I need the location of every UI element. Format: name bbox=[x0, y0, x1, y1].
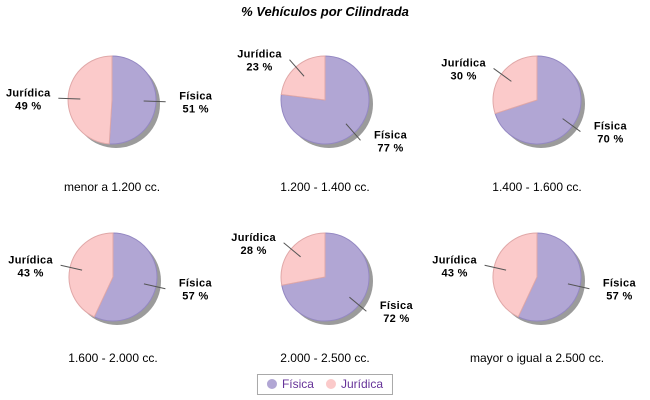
slice-pct-label: 43 % bbox=[17, 267, 43, 279]
slice-name-label: Jurídica bbox=[231, 232, 276, 244]
label-leader-line bbox=[283, 242, 301, 258]
label-leader-line bbox=[345, 123, 361, 141]
label-leader-line bbox=[143, 100, 166, 103]
label-leader-line bbox=[493, 68, 512, 82]
category-label-4: 1.600 - 2.000 cc. bbox=[68, 351, 158, 365]
slice-name-label: Jurídica bbox=[237, 49, 282, 61]
slice-name-label: Física bbox=[374, 129, 408, 141]
legend-item-fisica: Física bbox=[266, 377, 314, 391]
slice-pct-label: 51 % bbox=[183, 104, 209, 116]
slice-pct-label: 43 % bbox=[441, 267, 467, 279]
category-label-2: 1.200 - 1.400 cc. bbox=[280, 180, 370, 194]
slice-name-label: Física bbox=[603, 278, 637, 290]
legend-label-juridica: Jurídica bbox=[340, 377, 384, 391]
slice-pct-label: 57 % bbox=[182, 291, 208, 303]
pie-slice-juridica bbox=[67, 55, 113, 145]
category-label-3: 1.400 - 1.600 cc. bbox=[492, 180, 582, 194]
slice-name-label: Jurídica bbox=[432, 254, 477, 266]
slice-pct-label: 72 % bbox=[383, 313, 409, 325]
slice-pct-label: 77 % bbox=[377, 142, 403, 154]
category-label-6: mayor o igual a 2.500 cc. bbox=[469, 351, 605, 365]
label-leader-line bbox=[484, 264, 507, 271]
label-leader-line bbox=[289, 59, 305, 77]
label-leader-line bbox=[562, 118, 581, 132]
pie-slice-juridica bbox=[280, 55, 326, 101]
category-label-5: 2.000 - 2.500 cc. bbox=[280, 351, 370, 365]
slice-pct-label: 57 % bbox=[606, 291, 632, 303]
slice-name-label: Física bbox=[594, 121, 628, 133]
legend-label-fisica: Física bbox=[281, 377, 314, 391]
slice-name-label: Jurídica bbox=[441, 57, 486, 69]
slice-pct-label: 23 % bbox=[246, 62, 272, 74]
juridica-legend-marker-icon bbox=[325, 379, 336, 389]
fisica-legend-marker-icon bbox=[266, 379, 277, 389]
slice-name-label: Física bbox=[179, 278, 213, 290]
pie-slice-juridica bbox=[280, 232, 326, 286]
slice-pct-label: 49 % bbox=[15, 100, 41, 112]
label-leader-line bbox=[60, 264, 83, 271]
slice-pct-label: 28 % bbox=[240, 245, 266, 257]
label-leader-line bbox=[143, 283, 166, 290]
slice-name-label: Física bbox=[380, 300, 414, 312]
label-leader-line bbox=[58, 97, 81, 100]
slice-name-label: Jurídica bbox=[6, 87, 51, 99]
label-leader-line bbox=[567, 283, 590, 290]
slice-name-label: Física bbox=[179, 91, 213, 103]
legend: Física Jurídica bbox=[256, 374, 394, 395]
slice-name-label: Jurídica bbox=[8, 254, 53, 266]
legend-item-juridica: Jurídica bbox=[325, 377, 384, 391]
slice-pct-label: 70 % bbox=[597, 134, 623, 146]
slice-pct-label: 30 % bbox=[450, 70, 476, 82]
category-label-1: menor a 1.200 cc. bbox=[63, 180, 161, 194]
chart-title: % Vehículos por Cilindrada bbox=[241, 4, 409, 19]
label-leader-line bbox=[349, 296, 367, 312]
